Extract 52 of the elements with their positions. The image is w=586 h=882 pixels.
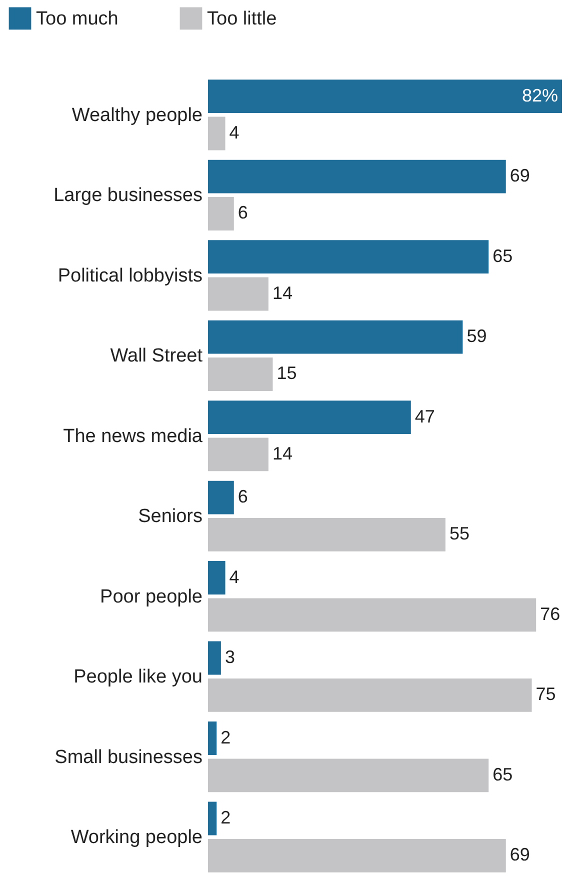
data-label: 6 [238, 486, 248, 507]
data-label: 4 [229, 566, 240, 587]
data-label: 47 [414, 406, 435, 426]
y-tick-label: Large businesses [54, 185, 202, 206]
data-label: 59 [466, 326, 487, 346]
bar [208, 357, 273, 391]
bar [208, 320, 463, 354]
bar [208, 80, 562, 114]
data-label: 69 [510, 844, 530, 865]
bar [208, 480, 234, 514]
data-label: 82% [522, 85, 558, 106]
legend-label: Too little [207, 8, 277, 30]
data-label: 76 [540, 604, 560, 624]
bar [208, 116, 226, 150]
bar [208, 802, 217, 836]
data-label: 65 [492, 246, 513, 266]
data-label: 4 [229, 122, 240, 142]
y-tick-label: Wall Street [110, 346, 204, 367]
bar [208, 240, 489, 274]
bar [208, 561, 226, 595]
y-tick-label: Working people [70, 827, 202, 848]
y-tick-label: Wealthy people [72, 104, 202, 126]
y-tick-label: Small businesses [54, 746, 202, 768]
bar [208, 518, 446, 552]
data-label: 14 [272, 282, 292, 303]
data-label: 65 [492, 764, 513, 784]
y-tick-label: Political lobbyists [58, 265, 202, 286]
bar [208, 160, 506, 194]
bar [208, 400, 411, 434]
bar [208, 598, 536, 632]
data-label: 2 [220, 808, 231, 828]
data-label: 15 [276, 363, 297, 384]
data-label: 3 [224, 647, 235, 668]
data-label: 2 [220, 727, 231, 748]
y-tick-label: The news media [63, 426, 203, 447]
data-label: 75 [536, 684, 556, 704]
y-tick-label: Poor people [100, 586, 202, 608]
data-label: 55 [449, 524, 470, 544]
bar [208, 277, 268, 311]
data-label: 6 [238, 202, 248, 223]
bar [208, 641, 221, 675]
bar [208, 678, 532, 712]
bar [208, 438, 268, 472]
legend-label: Too much [36, 8, 118, 30]
bar [208, 197, 234, 230]
y-tick-label: Seniors [138, 506, 202, 528]
bar [208, 722, 217, 755]
bar [208, 758, 489, 792]
data-label: 14 [272, 443, 292, 464]
y-tick-label: People like you [74, 666, 202, 688]
bar [208, 838, 506, 872]
data-label: 69 [510, 166, 530, 186]
